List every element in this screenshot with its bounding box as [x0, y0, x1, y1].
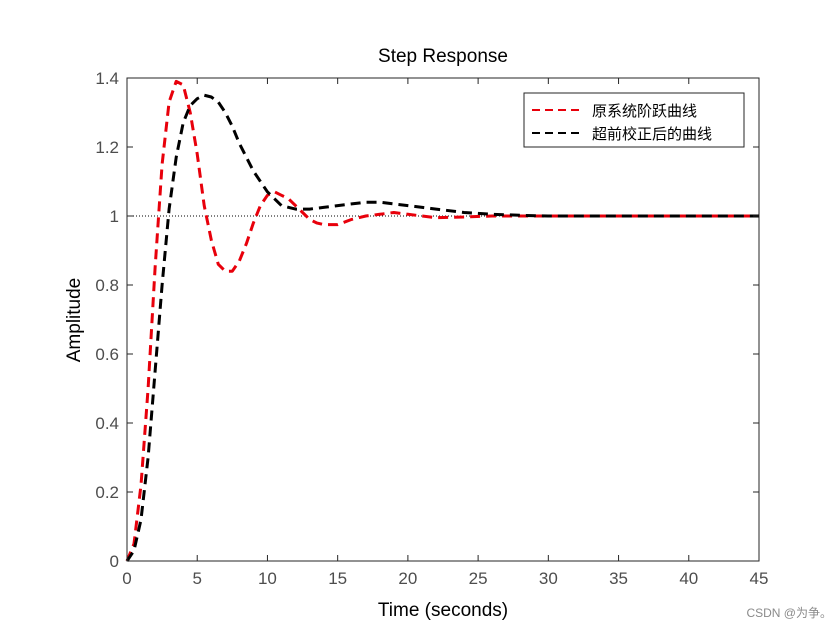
- x-tick-label: 5: [192, 569, 201, 588]
- series-line-1: [125, 79, 759, 562]
- legend-label-series-1: 原系统阶跃曲线: [592, 102, 697, 120]
- x-tick-label: 35: [609, 569, 628, 588]
- y-tick-label: 0.4: [95, 414, 119, 433]
- x-tick-label: 10: [258, 569, 277, 588]
- y-tick-label: 1: [110, 207, 119, 226]
- legend: 原系统阶跃曲线 超前校正后的曲线: [523, 92, 745, 148]
- x-axis-title: Time (seconds): [378, 600, 508, 621]
- y-tick-label: 1.2: [95, 138, 119, 157]
- x-tick-label: 0: [122, 569, 131, 588]
- watermark-text: CSDN @为争。: [746, 606, 832, 620]
- chart-title: Step Response: [378, 46, 508, 67]
- legend-label-series-2: 超前校正后的曲线: [592, 125, 712, 143]
- legend-box: [523, 92, 745, 148]
- y-tick-label: 0.8: [95, 276, 119, 295]
- x-tick-label: 25: [469, 569, 488, 588]
- plot-area: [126, 77, 760, 562]
- x-tick-label: 45: [750, 569, 769, 588]
- x-tick-label: 30: [539, 569, 558, 588]
- series-layer: [125, 79, 759, 562]
- series-line-2: [125, 93, 759, 562]
- y-tick-label: 1.4: [95, 69, 119, 88]
- y-tick-label: 0: [110, 552, 119, 571]
- x-tick-label: 15: [328, 569, 347, 588]
- tick-layer: 0 5 10 15 20 25 30 35 40 45 0 0.2 0.4 0.6 0.8 1 1.2 1.4: [95, 69, 768, 588]
- y-axis-title: Amplitude: [64, 278, 85, 363]
- x-tick-label: 20: [398, 569, 417, 588]
- x-tick-label: 40: [679, 569, 698, 588]
- y-tick-label: 0.2: [95, 483, 119, 502]
- y-tick-label: 0.6: [95, 345, 119, 364]
